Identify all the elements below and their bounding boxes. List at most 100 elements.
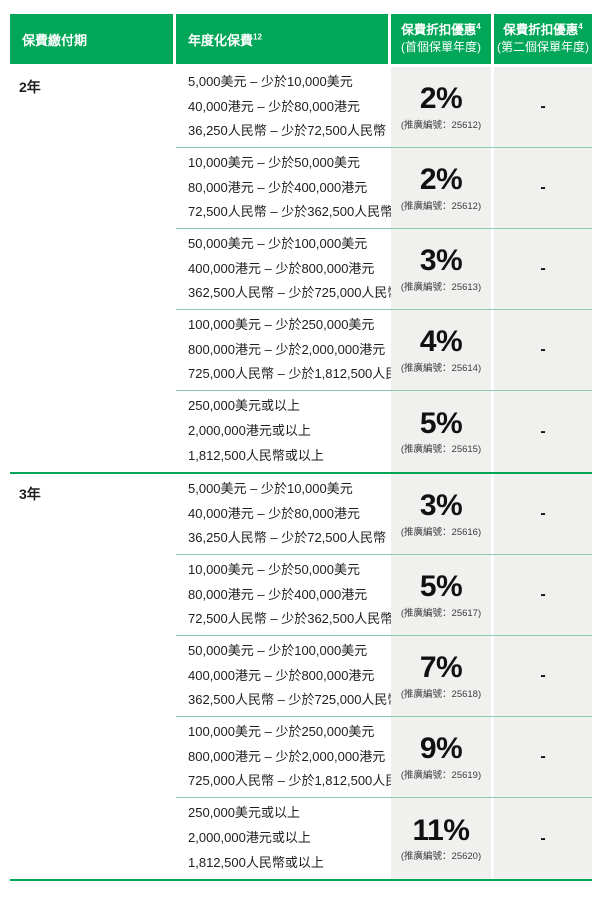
header-payment-period-label: 保費繳付期 xyxy=(22,32,88,48)
promo-code: (推廣編號：25613) xyxy=(400,281,482,293)
band-rmb: 362,500人民幣 – 少於725,000人民幣 xyxy=(188,692,401,708)
table-row: 5,000美元 – 少於10,000美元 40,000港元 – 少於80,000… xyxy=(176,474,592,555)
header-payment-period: 保費繳付期 xyxy=(10,14,173,64)
discount-percent: 11% xyxy=(412,813,470,847)
second-year-discount: - xyxy=(494,391,592,472)
second-year-discount: - xyxy=(494,229,592,309)
promo-code: (推廣編號：25619) xyxy=(400,769,482,781)
second-year-discount: - xyxy=(494,717,592,797)
discount-cell: 11% (推廣編號：25620) xyxy=(391,798,491,879)
promo-code: (推廣編號：25615) xyxy=(400,444,482,456)
premium-band-cell: 50,000美元 – 少於100,000美元 400,000港元 – 少於800… xyxy=(176,229,401,309)
band-usd: 50,000美元 – 少於100,000美元 xyxy=(188,235,368,251)
discount-cell: 5% (推廣編號：25615) xyxy=(391,391,491,472)
band-hkd: 400,000港元 – 少於800,000港元 xyxy=(188,260,375,276)
band-usd: 250,000美元或以上 xyxy=(188,398,300,414)
section-3-year: 3年 5,000美元 – 少於10,000美元 40,000港元 – 少於80,… xyxy=(10,474,592,881)
second-year-discount: - xyxy=(494,310,592,390)
band-hkd: 40,000港元 – 少於80,000港元 xyxy=(188,505,360,521)
discount-percent: 3% xyxy=(419,244,463,278)
band-usd: 50,000美元 – 少於100,000美元 xyxy=(188,642,368,658)
second-year-discount: - xyxy=(494,555,592,635)
table-row: 250,000美元或以上 2,000,000港元或以上 1,812,500人民幣… xyxy=(176,391,592,472)
band-rmb: 725,000人民幣 – 少於1,812,500人民幣 xyxy=(188,773,412,789)
second-year-discount: - xyxy=(494,67,592,147)
header-discount-first-year-label: 保費折扣優惠4 xyxy=(401,22,481,38)
band-rmb: 72,500人民幣 – 少於362,500人民幣 xyxy=(188,204,394,220)
period-label: 2年 xyxy=(19,79,41,95)
table-header-row: 保費繳付期 年度化保費12 保費折扣優惠4 (首個保單年度) 保費折扣優惠4 (… xyxy=(10,14,592,64)
discount-cell: 7% (推廣編號：25618) xyxy=(391,636,491,716)
table-row: 50,000美元 – 少於100,000美元 400,000港元 – 少於800… xyxy=(176,636,592,717)
promo-code: (推廣編號：25612) xyxy=(400,200,482,212)
table-row: 50,000美元 – 少於100,000美元 400,000港元 – 少於800… xyxy=(176,229,592,310)
discount-percent: 9% xyxy=(419,732,463,766)
premium-band-cell: 100,000美元 – 少於250,000美元 800,000港元 – 少於2,… xyxy=(176,717,412,797)
discount-cell: 9% (推廣編號：25619) xyxy=(391,717,491,797)
header-annualized-premium-label: 年度化保費12 xyxy=(188,32,262,48)
second-year-discount: - xyxy=(494,798,592,879)
table-row: 100,000美元 – 少於250,000美元 800,000港元 – 少於2,… xyxy=(176,717,592,798)
premium-band-cell: 250,000美元或以上 2,000,000港元或以上 1,812,500人民幣… xyxy=(176,798,388,879)
promo-code: (推廣編號：25616) xyxy=(400,526,482,538)
discount-percent: 7% xyxy=(419,651,463,685)
header-discount-second-year-sub: (第二個保單年度) xyxy=(497,40,589,55)
header-annualized-premium: 年度化保費12 xyxy=(176,14,388,64)
section-2-year: 2年 5,000美元 – 少於10,000美元 40,000港元 – 少於80,… xyxy=(10,67,592,474)
discount-cell: 4% (推廣編號：25614) xyxy=(391,310,491,390)
band-usd: 10,000美元 – 少於50,000美元 xyxy=(188,154,360,170)
header-discount-second-year-label: 保費折扣優惠4 xyxy=(503,22,583,38)
footnote-marker: 4 xyxy=(476,22,481,32)
section-rows: 5,000美元 – 少於10,000美元 40,000港元 – 少於80,000… xyxy=(176,67,592,472)
band-usd: 100,000美元 – 少於250,000美元 xyxy=(188,723,375,739)
band-hkd: 800,000港元 – 少於2,000,000港元 xyxy=(188,748,386,764)
discount-percent: 4% xyxy=(419,325,463,359)
discount-cell: 3% (推廣編號：25616) xyxy=(391,474,491,554)
band-hkd: 2,000,000港元或以上 xyxy=(188,423,311,439)
premium-band-cell: 5,000美元 – 少於10,000美元 40,000港元 – 少於80,000… xyxy=(176,67,388,147)
discount-percent: 5% xyxy=(419,570,463,604)
band-usd: 5,000美元 – 少於10,000美元 xyxy=(188,73,353,89)
table-row: 10,000美元 – 少於50,000美元 80,000港元 – 少於400,0… xyxy=(176,148,592,229)
second-year-discount: - xyxy=(494,474,592,554)
band-rmb: 362,500人民幣 – 少於725,000人民幣 xyxy=(188,285,401,301)
discount-table: 保費繳付期 年度化保費12 保費折扣優惠4 (首個保單年度) 保費折扣優惠4 (… xyxy=(10,14,592,881)
premium-band-cell: 10,000美元 – 少於50,000美元 80,000港元 – 少於400,0… xyxy=(176,148,394,228)
table-body: 2年 5,000美元 – 少於10,000美元 40,000港元 – 少於80,… xyxy=(10,67,592,881)
second-year-discount: - xyxy=(494,148,592,228)
band-rmb: 72,500人民幣 – 少於362,500人民幣 xyxy=(188,611,394,627)
band-usd: 5,000美元 – 少於10,000美元 xyxy=(188,480,353,496)
header-discount-first-year-sub: (首個保單年度) xyxy=(401,40,481,55)
discount-percent: 2% xyxy=(419,82,463,116)
footnote-marker: 12 xyxy=(253,32,262,42)
band-rmb: 36,250人民幣 – 少於72,500人民幣 xyxy=(188,123,386,139)
premium-band-cell: 10,000美元 – 少於50,000美元 80,000港元 – 少於400,0… xyxy=(176,555,394,635)
table-row: 5,000美元 – 少於10,000美元 40,000港元 – 少於80,000… xyxy=(176,67,592,148)
band-rmb: 1,812,500人民幣或以上 xyxy=(188,854,324,870)
footnote-marker: 4 xyxy=(578,22,583,32)
table-row: 10,000美元 – 少於50,000美元 80,000港元 – 少於400,0… xyxy=(176,555,592,636)
section-rows: 5,000美元 – 少於10,000美元 40,000港元 – 少於80,000… xyxy=(176,474,592,879)
band-hkd: 80,000港元 – 少於400,000港元 xyxy=(188,586,368,602)
band-rmb: 36,250人民幣 – 少於72,500人民幣 xyxy=(188,530,386,546)
discount-cell: 3% (推廣編號：25613) xyxy=(391,229,491,309)
promo-code: (推廣編號：25620) xyxy=(400,851,482,863)
header-discount-first-year: 保費折扣優惠4 (首個保單年度) xyxy=(391,14,491,64)
band-hkd: 40,000港元 – 少於80,000港元 xyxy=(188,98,360,114)
band-usd: 100,000美元 – 少於250,000美元 xyxy=(188,316,375,332)
promo-code: (推廣編號：25614) xyxy=(400,362,482,374)
premium-band-cell: 5,000美元 – 少於10,000美元 40,000港元 – 少於80,000… xyxy=(176,474,388,554)
band-hkd: 2,000,000港元或以上 xyxy=(188,830,311,846)
discount-cell: 2% (推廣編號：25612) xyxy=(391,67,491,147)
band-hkd: 800,000港元 – 少於2,000,000港元 xyxy=(188,341,386,357)
premium-band-cell: 100,000美元 – 少於250,000美元 800,000港元 – 少於2,… xyxy=(176,310,411,390)
table-row: 100,000美元 – 少於250,000美元 800,000港元 – 少於2,… xyxy=(176,310,592,391)
band-usd: 10,000美元 – 少於50,000美元 xyxy=(188,561,360,577)
discount-percent: 2% xyxy=(419,163,463,197)
discount-percent: 3% xyxy=(419,489,463,523)
header-discount-second-year: 保費折扣優惠4 (第二個保單年度) xyxy=(494,14,592,64)
band-hkd: 400,000港元 – 少於800,000港元 xyxy=(188,667,375,683)
discount-cell: 5% (推廣編號：25617) xyxy=(391,555,491,635)
discount-cell: 2% (推廣編號：25612) xyxy=(391,148,491,228)
